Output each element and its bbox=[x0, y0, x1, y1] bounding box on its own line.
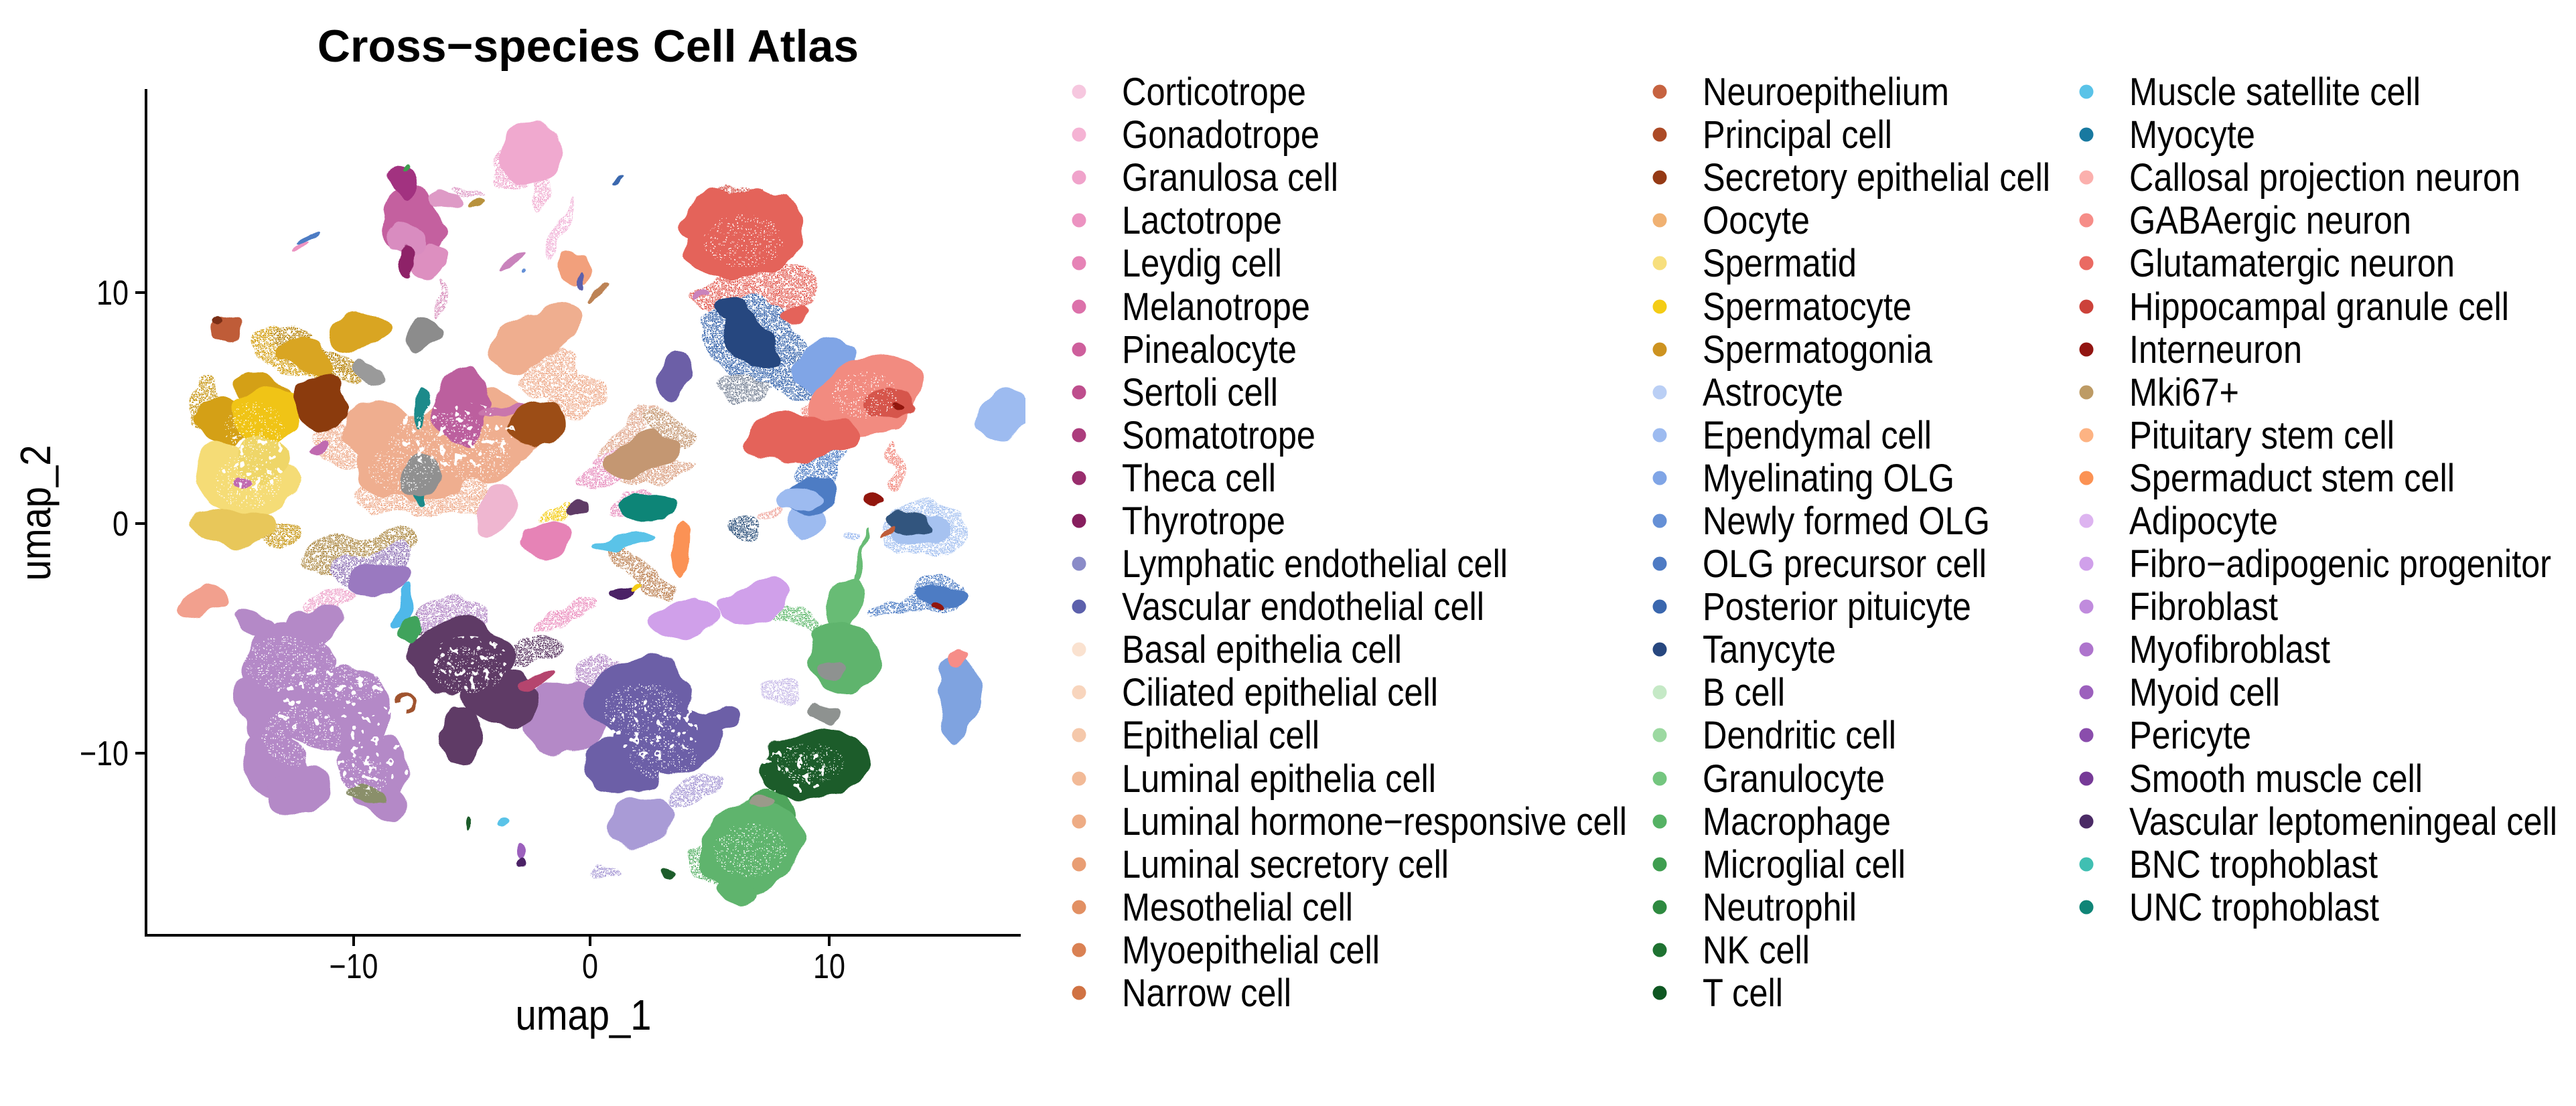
svg-text:Dendritic cell: Dendritic cell bbox=[1703, 714, 1896, 757]
svg-text:−10: −10 bbox=[330, 947, 378, 986]
svg-text:T cell: T cell bbox=[1703, 971, 1783, 1015]
svg-text:Principal cell: Principal cell bbox=[1703, 113, 1892, 157]
svg-text:Myocyte: Myocyte bbox=[2129, 113, 2255, 157]
svg-text:Hippocampal granule cell: Hippocampal granule cell bbox=[2129, 285, 2509, 329]
svg-text:Cross−species Cell Atlas: Cross−species Cell Atlas bbox=[317, 21, 859, 72]
svg-text:B cell: B cell bbox=[1703, 671, 1785, 714]
svg-text:Spermatocyte: Spermatocyte bbox=[1703, 285, 1912, 329]
svg-text:NK cell: NK cell bbox=[1703, 929, 1810, 972]
svg-text:Luminal hormone−responsive cel: Luminal hormone−responsive cell bbox=[1122, 800, 1627, 844]
svg-text:Luminal epithelia cell: Luminal epithelia cell bbox=[1122, 757, 1436, 801]
svg-text:Newly formed OLG: Newly formed OLG bbox=[1703, 499, 1990, 543]
svg-text:10: 10 bbox=[813, 947, 845, 986]
svg-text:umap_1: umap_1 bbox=[516, 991, 652, 1039]
svg-text:Neutrophil: Neutrophil bbox=[1703, 886, 1857, 929]
svg-text:Leydig cell: Leydig cell bbox=[1122, 242, 1282, 285]
svg-text:Fibroblast: Fibroblast bbox=[2129, 585, 2278, 629]
svg-text:Granulosa cell: Granulosa cell bbox=[1122, 156, 1338, 200]
svg-text:Basal epithelia cell: Basal epithelia cell bbox=[1122, 628, 1402, 672]
svg-text:Adipocyte: Adipocyte bbox=[2129, 499, 2278, 543]
svg-text:Neuroepithelium: Neuroepithelium bbox=[1703, 70, 1949, 114]
svg-text:Glutamatergic neuron: Glutamatergic neuron bbox=[2129, 242, 2455, 285]
svg-text:Microglial cell: Microglial cell bbox=[1703, 843, 1906, 886]
svg-text:Thyrotrope: Thyrotrope bbox=[1122, 499, 1285, 543]
svg-text:Luminal secretory cell: Luminal secretory cell bbox=[1122, 843, 1449, 886]
svg-text:Tanycyte: Tanycyte bbox=[1703, 628, 1836, 672]
svg-text:Ependymal cell: Ependymal cell bbox=[1703, 414, 1932, 457]
svg-text:Astrocyte: Astrocyte bbox=[1703, 371, 1843, 414]
svg-text:Spermatogonia: Spermatogonia bbox=[1703, 328, 1933, 372]
svg-text:Theca cell: Theca cell bbox=[1122, 457, 1276, 500]
svg-text:Ciliated epithelial cell: Ciliated epithelial cell bbox=[1122, 671, 1438, 714]
svg-text:Interneuron: Interneuron bbox=[2129, 328, 2302, 372]
svg-text:Melanotrope: Melanotrope bbox=[1122, 285, 1310, 329]
svg-text:Epithelial cell: Epithelial cell bbox=[1122, 714, 1319, 757]
svg-text:Fibro−adipogenic progenitor: Fibro−adipogenic progenitor bbox=[2129, 542, 2551, 586]
svg-text:Granulocyte: Granulocyte bbox=[1703, 757, 1885, 801]
svg-text:Myoid cell: Myoid cell bbox=[2129, 671, 2280, 714]
svg-text:−10: −10 bbox=[80, 734, 129, 773]
svg-text:0: 0 bbox=[582, 947, 598, 986]
svg-text:Myelinating OLG: Myelinating OLG bbox=[1703, 457, 1954, 500]
svg-text:Callosal projection neuron: Callosal projection neuron bbox=[2129, 156, 2520, 200]
svg-text:OLG precursor cell: OLG precursor cell bbox=[1703, 542, 1987, 586]
svg-text:Macrophage: Macrophage bbox=[1703, 800, 1891, 844]
svg-text:Narrow cell: Narrow cell bbox=[1122, 971, 1291, 1015]
svg-text:Gonadotrope: Gonadotrope bbox=[1122, 113, 1319, 157]
svg-text:10: 10 bbox=[96, 274, 129, 313]
svg-text:Pinealocyte: Pinealocyte bbox=[1122, 328, 1297, 372]
svg-text:Somatotrope: Somatotrope bbox=[1122, 414, 1315, 457]
svg-text:Muscle satellite cell: Muscle satellite cell bbox=[2129, 70, 2421, 114]
svg-text:Myofibroblast: Myofibroblast bbox=[2129, 628, 2330, 672]
svg-text:BNC trophoblast: BNC trophoblast bbox=[2129, 843, 2378, 886]
svg-text:Spermaduct stem cell: Spermaduct stem cell bbox=[2129, 457, 2455, 500]
svg-text:Mki67+: Mki67+ bbox=[2129, 371, 2239, 414]
svg-text:0: 0 bbox=[113, 505, 129, 544]
svg-text:Pericyte: Pericyte bbox=[2129, 714, 2251, 757]
svg-text:Vascular leptomeningeal cell: Vascular leptomeningeal cell bbox=[2129, 800, 2557, 844]
svg-text:umap_2: umap_2 bbox=[11, 445, 60, 581]
svg-text:Corticotrope: Corticotrope bbox=[1122, 70, 1306, 114]
svg-text:Myoepithelial cell: Myoepithelial cell bbox=[1122, 929, 1380, 972]
svg-text:Pituitary stem cell: Pituitary stem cell bbox=[2129, 414, 2394, 457]
svg-text:Mesothelial cell: Mesothelial cell bbox=[1122, 886, 1353, 929]
svg-text:Sertoli cell: Sertoli cell bbox=[1122, 371, 1278, 414]
svg-text:Lymphatic endothelial cell: Lymphatic endothelial cell bbox=[1122, 542, 1508, 586]
svg-text:UNC trophoblast: UNC trophoblast bbox=[2129, 886, 2379, 929]
svg-text:Vascular endothelial cell: Vascular endothelial cell bbox=[1122, 585, 1484, 629]
svg-text:Lactotrope: Lactotrope bbox=[1122, 199, 1282, 242]
svg-text:Posterior pituicyte: Posterior pituicyte bbox=[1703, 585, 1971, 629]
svg-text:Oocyte: Oocyte bbox=[1703, 199, 1810, 242]
svg-text:Secretory epithelial cell: Secretory epithelial cell bbox=[1703, 156, 2050, 200]
svg-text:Smooth muscle cell: Smooth muscle cell bbox=[2129, 757, 2423, 801]
svg-text:GABAergic neuron: GABAergic neuron bbox=[2129, 199, 2411, 242]
svg-text:Spermatid: Spermatid bbox=[1703, 242, 1857, 285]
